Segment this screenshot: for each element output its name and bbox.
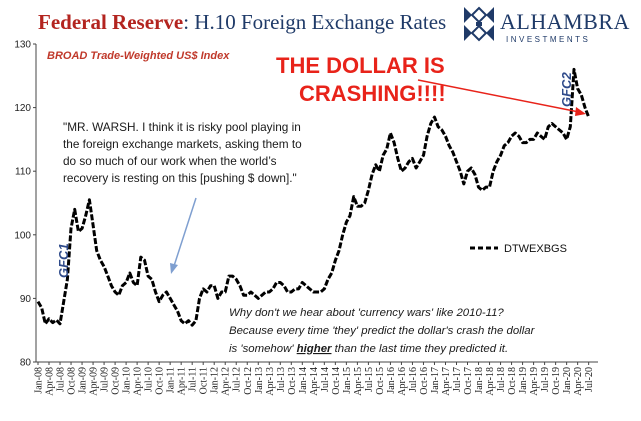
x-tick-label: Jul-16	[408, 367, 419, 392]
x-tick-label: Apr-18	[485, 367, 496, 396]
x-tick-label: Apr-12	[221, 367, 232, 396]
x-tick-label: Jan-10	[122, 367, 133, 394]
legend: DTWEXBGS	[470, 243, 567, 255]
x-tick-label: Oct-09	[111, 367, 122, 395]
bottom-note-line-2: Because every time 'they' predict the do…	[229, 325, 536, 337]
x-tick-label: Jan-08	[34, 367, 45, 394]
x-tick-label: Apr-19	[529, 367, 540, 396]
x-tick-label: Jul-12	[232, 367, 243, 392]
x-tick-label: Jul-09	[100, 367, 111, 392]
quote-line-1: "MR. WARSH. I think it is risky pool pla…	[63, 120, 301, 134]
x-tick-label: Apr-16	[397, 367, 408, 396]
headline-line-1: THE DOLLAR IS	[276, 53, 445, 78]
x-tick-label: Oct-13	[287, 367, 298, 395]
x-tick-label: Oct-17	[463, 367, 474, 395]
blue-arrow	[170, 197, 197, 274]
bottom-note-part-a: is 'somehow'	[229, 343, 297, 355]
x-tick-label: Jul-13	[276, 367, 287, 392]
y-tick-label: 90	[20, 294, 32, 305]
title-main-text: Federal Reserve	[38, 10, 184, 34]
quote-line-4: recovery is resting on this [pushing $ d…	[63, 171, 297, 185]
x-tick-label: Jan-09	[78, 367, 89, 394]
x-tick-label: Jul-15	[364, 367, 375, 392]
x-tick-label: Oct-19	[551, 367, 562, 395]
x-tick-label: Jan-19	[518, 367, 529, 394]
series-layer	[36, 67, 591, 327]
y-tick-label: 130	[14, 40, 31, 51]
x-tick-label: Oct-18	[507, 367, 518, 395]
axis-layer: 80 90 100 110 120 130 Jan-08 Apr-08 Jul-08 Oct-08…	[14, 40, 598, 396]
x-tick-label: Apr-15	[353, 367, 364, 396]
x-tick-label: Jan-15	[342, 367, 353, 394]
bottom-note-line-3: is 'somehow' higher than the last time t…	[229, 343, 508, 355]
logo-tagline: INVESTMENTS	[506, 35, 591, 44]
y-tick-label: 100	[14, 230, 31, 241]
x-tick-label: Jul-08	[56, 367, 67, 392]
x-tick-label: Apr-13	[265, 367, 276, 396]
x-tick-label: Jul-18	[496, 367, 507, 392]
quote-line-3: do so much of our work when the world’s	[63, 154, 277, 168]
bottom-note-part-c: than the last time they predicted it.	[331, 343, 508, 355]
chart-header: Federal Reserve: H.10 Foreign Exchange R…	[0, 0, 641, 44]
x-tick-label: Jan-20	[562, 367, 573, 394]
diamond-pattern-icon	[464, 6, 494, 42]
x-tick-label: Jan-18	[474, 367, 485, 394]
x-tick-label: Jul-19	[540, 367, 551, 392]
x-tick-label: Apr-17	[441, 367, 452, 396]
x-tick-label: Jul-10	[144, 367, 155, 392]
x-tick-label: Jan-14	[298, 367, 309, 394]
bottom-note-line-1: Why don't we hear about 'currency wars' …	[229, 307, 504, 319]
chart-title: Federal Reserve: H.10 Foreign Exchange R…	[38, 10, 446, 35]
alhambra-logo: ALHAMBRA INVESTMENTS	[462, 6, 640, 46]
quote-line-2: the foreign exchange markets, asking the…	[63, 137, 302, 151]
x-tick-label: Jan-13	[254, 367, 265, 394]
x-tick-label: Jul-11	[188, 367, 199, 392]
chart-subtitle: BROAD Trade-Weighted US$ Index	[47, 50, 230, 62]
x-tick-label: Jan-11	[166, 367, 177, 393]
x-tick-label: Jul-17	[452, 367, 463, 392]
x-tick-label: Oct-12	[243, 367, 254, 395]
x-tick-label: Apr-20	[573, 367, 584, 396]
title-sub-text: : H.10 Foreign Exchange Rates	[183, 10, 447, 34]
x-tick-label: Oct-14	[331, 367, 342, 395]
x-tick-label: Oct-16	[419, 367, 430, 395]
red-arrow-head	[575, 107, 586, 116]
red-arrow	[417, 79, 586, 116]
x-tick-label: Apr-10	[133, 367, 144, 396]
y-tick-label: 80	[20, 358, 32, 369]
gfc2-label: GFC2	[559, 72, 574, 107]
x-tick-label: Oct-08	[67, 367, 78, 395]
x-tick-label: Oct-11	[199, 367, 210, 394]
gfc1-label: GFC1	[56, 243, 71, 278]
x-tick-label: Apr-14	[309, 367, 320, 396]
y-tick-label: 110	[15, 167, 31, 178]
red-arrow-shaft	[417, 79, 580, 113]
x-tick-label: Jan-12	[210, 367, 221, 394]
x-tick-label: Jul-20	[584, 367, 595, 392]
x-tick-label: Jan-16	[386, 367, 397, 394]
legend-label: DTWEXBGS	[504, 243, 567, 255]
x-tick-label: Apr-08	[45, 367, 56, 396]
series-line-dtwexbgs	[36, 67, 591, 327]
blue-arrow-head	[170, 263, 178, 274]
logo-name: ALHAMBRA	[500, 9, 630, 34]
x-tick-label: Oct-10	[155, 367, 166, 395]
x-tick-label: Jan-17	[430, 367, 441, 394]
x-tick-label: Apr-09	[89, 367, 100, 396]
headline-line-2: CRASHING!!!!	[299, 81, 446, 106]
x-tick-label: Apr-11	[177, 367, 188, 395]
x-tick-label: Oct-15	[375, 367, 386, 395]
blue-arrow-shaft	[173, 197, 197, 267]
bottom-note-emphasis: higher	[297, 343, 332, 355]
x-tick-label: Jul-14	[320, 367, 331, 392]
y-tick-label: 120	[14, 103, 31, 114]
